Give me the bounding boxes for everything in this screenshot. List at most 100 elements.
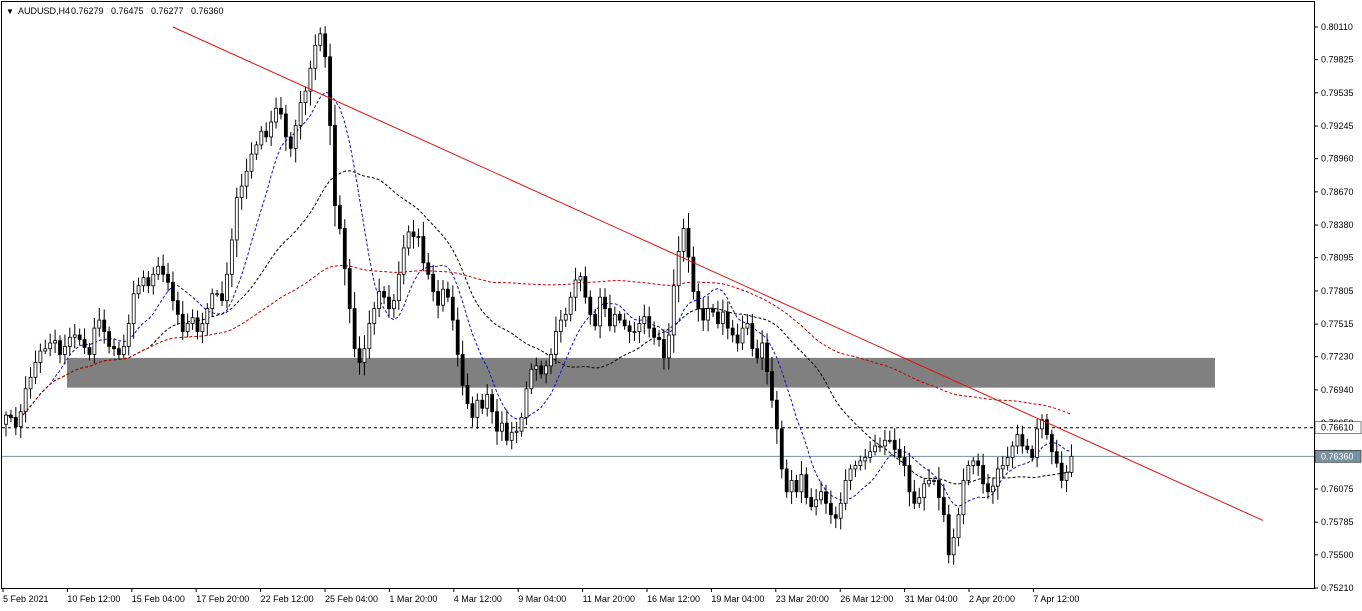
candle bbox=[416, 228, 421, 247]
price-tick-label: 0.77805 bbox=[1321, 286, 1354, 296]
candle bbox=[283, 104, 288, 151]
support-zone[interactable] bbox=[67, 357, 1215, 388]
candle bbox=[868, 441, 873, 463]
candle bbox=[1030, 445, 1035, 462]
candle bbox=[544, 360, 548, 384]
candle bbox=[180, 300, 185, 341]
candle bbox=[18, 404, 23, 438]
candle-body bbox=[593, 313, 598, 327]
candle bbox=[1025, 438, 1030, 454]
candle-body bbox=[1049, 434, 1054, 453]
candle-body bbox=[1064, 471, 1069, 481]
candle bbox=[254, 141, 259, 161]
candle bbox=[863, 448, 868, 470]
time-tick-label: 5 Feb 2021 bbox=[3, 594, 49, 604]
candle-body bbox=[107, 331, 112, 347]
candle bbox=[146, 270, 151, 294]
candle-body bbox=[303, 90, 308, 103]
candle bbox=[480, 394, 485, 414]
candle bbox=[804, 467, 809, 505]
trendline-group[interactable] bbox=[172, 26, 1264, 521]
candle bbox=[328, 43, 332, 146]
candle-body bbox=[264, 130, 269, 138]
price-tick-label: 0.77515 bbox=[1321, 319, 1354, 329]
candle bbox=[97, 308, 102, 337]
candle-body bbox=[229, 239, 234, 275]
candle-body bbox=[878, 445, 882, 448]
candle bbox=[814, 489, 819, 516]
chart-menu-icon[interactable]: ▼ bbox=[6, 7, 14, 16]
candle-body bbox=[362, 348, 367, 363]
candle bbox=[779, 420, 784, 479]
candle-body bbox=[171, 281, 175, 302]
candle-body bbox=[720, 311, 725, 324]
candle-body bbox=[328, 56, 332, 126]
candle bbox=[917, 487, 922, 508]
plot-frame bbox=[1, 1, 1315, 589]
time-tick-label: 1 Mar 20:00 bbox=[389, 594, 437, 604]
candle-body bbox=[725, 311, 730, 329]
candle bbox=[200, 312, 205, 344]
candle bbox=[932, 477, 936, 486]
candle-body bbox=[195, 317, 200, 332]
candle-body bbox=[544, 365, 548, 375]
candle-body bbox=[72, 334, 77, 338]
candle bbox=[382, 286, 386, 305]
time-tick-label: 7 Apr 12:00 bbox=[1033, 594, 1079, 604]
candle bbox=[750, 313, 755, 357]
time-tick-label: 19 Mar 04:00 bbox=[711, 594, 764, 604]
candle bbox=[323, 26, 328, 68]
candle-body bbox=[377, 291, 382, 310]
price-axis[interactable]: 0.80110 0.79825 0.79535 0.79245 0.78960 0.786… bbox=[1314, 22, 1362, 593]
candle-body bbox=[509, 431, 514, 441]
candle bbox=[725, 301, 730, 340]
level-lines[interactable] bbox=[2, 427, 1314, 457]
price-tick-label: 0.79535 bbox=[1321, 88, 1354, 98]
candle-body bbox=[622, 319, 627, 327]
ma-slow-line bbox=[5, 265, 1072, 421]
candle-body bbox=[87, 347, 92, 355]
candle-body bbox=[391, 300, 396, 310]
candle-body bbox=[387, 296, 391, 310]
candle-body bbox=[298, 102, 303, 126]
candle-body bbox=[833, 514, 838, 519]
ohlc-open: 0.76279 bbox=[71, 6, 104, 16]
candle-body bbox=[382, 291, 386, 298]
candle bbox=[1010, 441, 1015, 469]
candle bbox=[372, 301, 377, 335]
candle-body bbox=[146, 277, 151, 287]
candle bbox=[774, 390, 779, 444]
candle-body bbox=[372, 308, 377, 324]
candle-body bbox=[185, 323, 190, 332]
candle bbox=[534, 357, 539, 381]
candle-body bbox=[863, 457, 868, 462]
candle bbox=[195, 310, 200, 340]
candle bbox=[1040, 414, 1044, 439]
candle-body bbox=[774, 399, 779, 430]
candle-body bbox=[671, 285, 676, 336]
candle bbox=[627, 320, 632, 344]
candle-body bbox=[558, 319, 563, 332]
candle-body bbox=[578, 276, 583, 281]
candle bbox=[82, 328, 87, 355]
candle bbox=[190, 309, 195, 330]
candle bbox=[848, 464, 853, 491]
candle-body bbox=[701, 308, 706, 321]
time-tick-label: 31 Mar 04:00 bbox=[905, 594, 958, 604]
candle-body bbox=[431, 273, 436, 292]
candle bbox=[367, 310, 372, 359]
candle bbox=[470, 396, 475, 427]
price-tick-label: 0.75500 bbox=[1321, 550, 1354, 560]
candle-body bbox=[337, 205, 342, 229]
candle-body bbox=[824, 491, 828, 504]
candle-body bbox=[627, 325, 632, 332]
time-axis[interactable]: 5 Feb 2021 10 Feb 12:00 15 Feb 04:00 17 Feb… bbox=[2, 588, 1079, 604]
candle-body bbox=[529, 368, 534, 390]
candle-body bbox=[254, 144, 259, 155]
candle-body bbox=[470, 403, 475, 418]
candle bbox=[549, 348, 553, 375]
candle bbox=[666, 323, 671, 370]
candle bbox=[951, 528, 956, 565]
candle-body bbox=[23, 388, 28, 413]
